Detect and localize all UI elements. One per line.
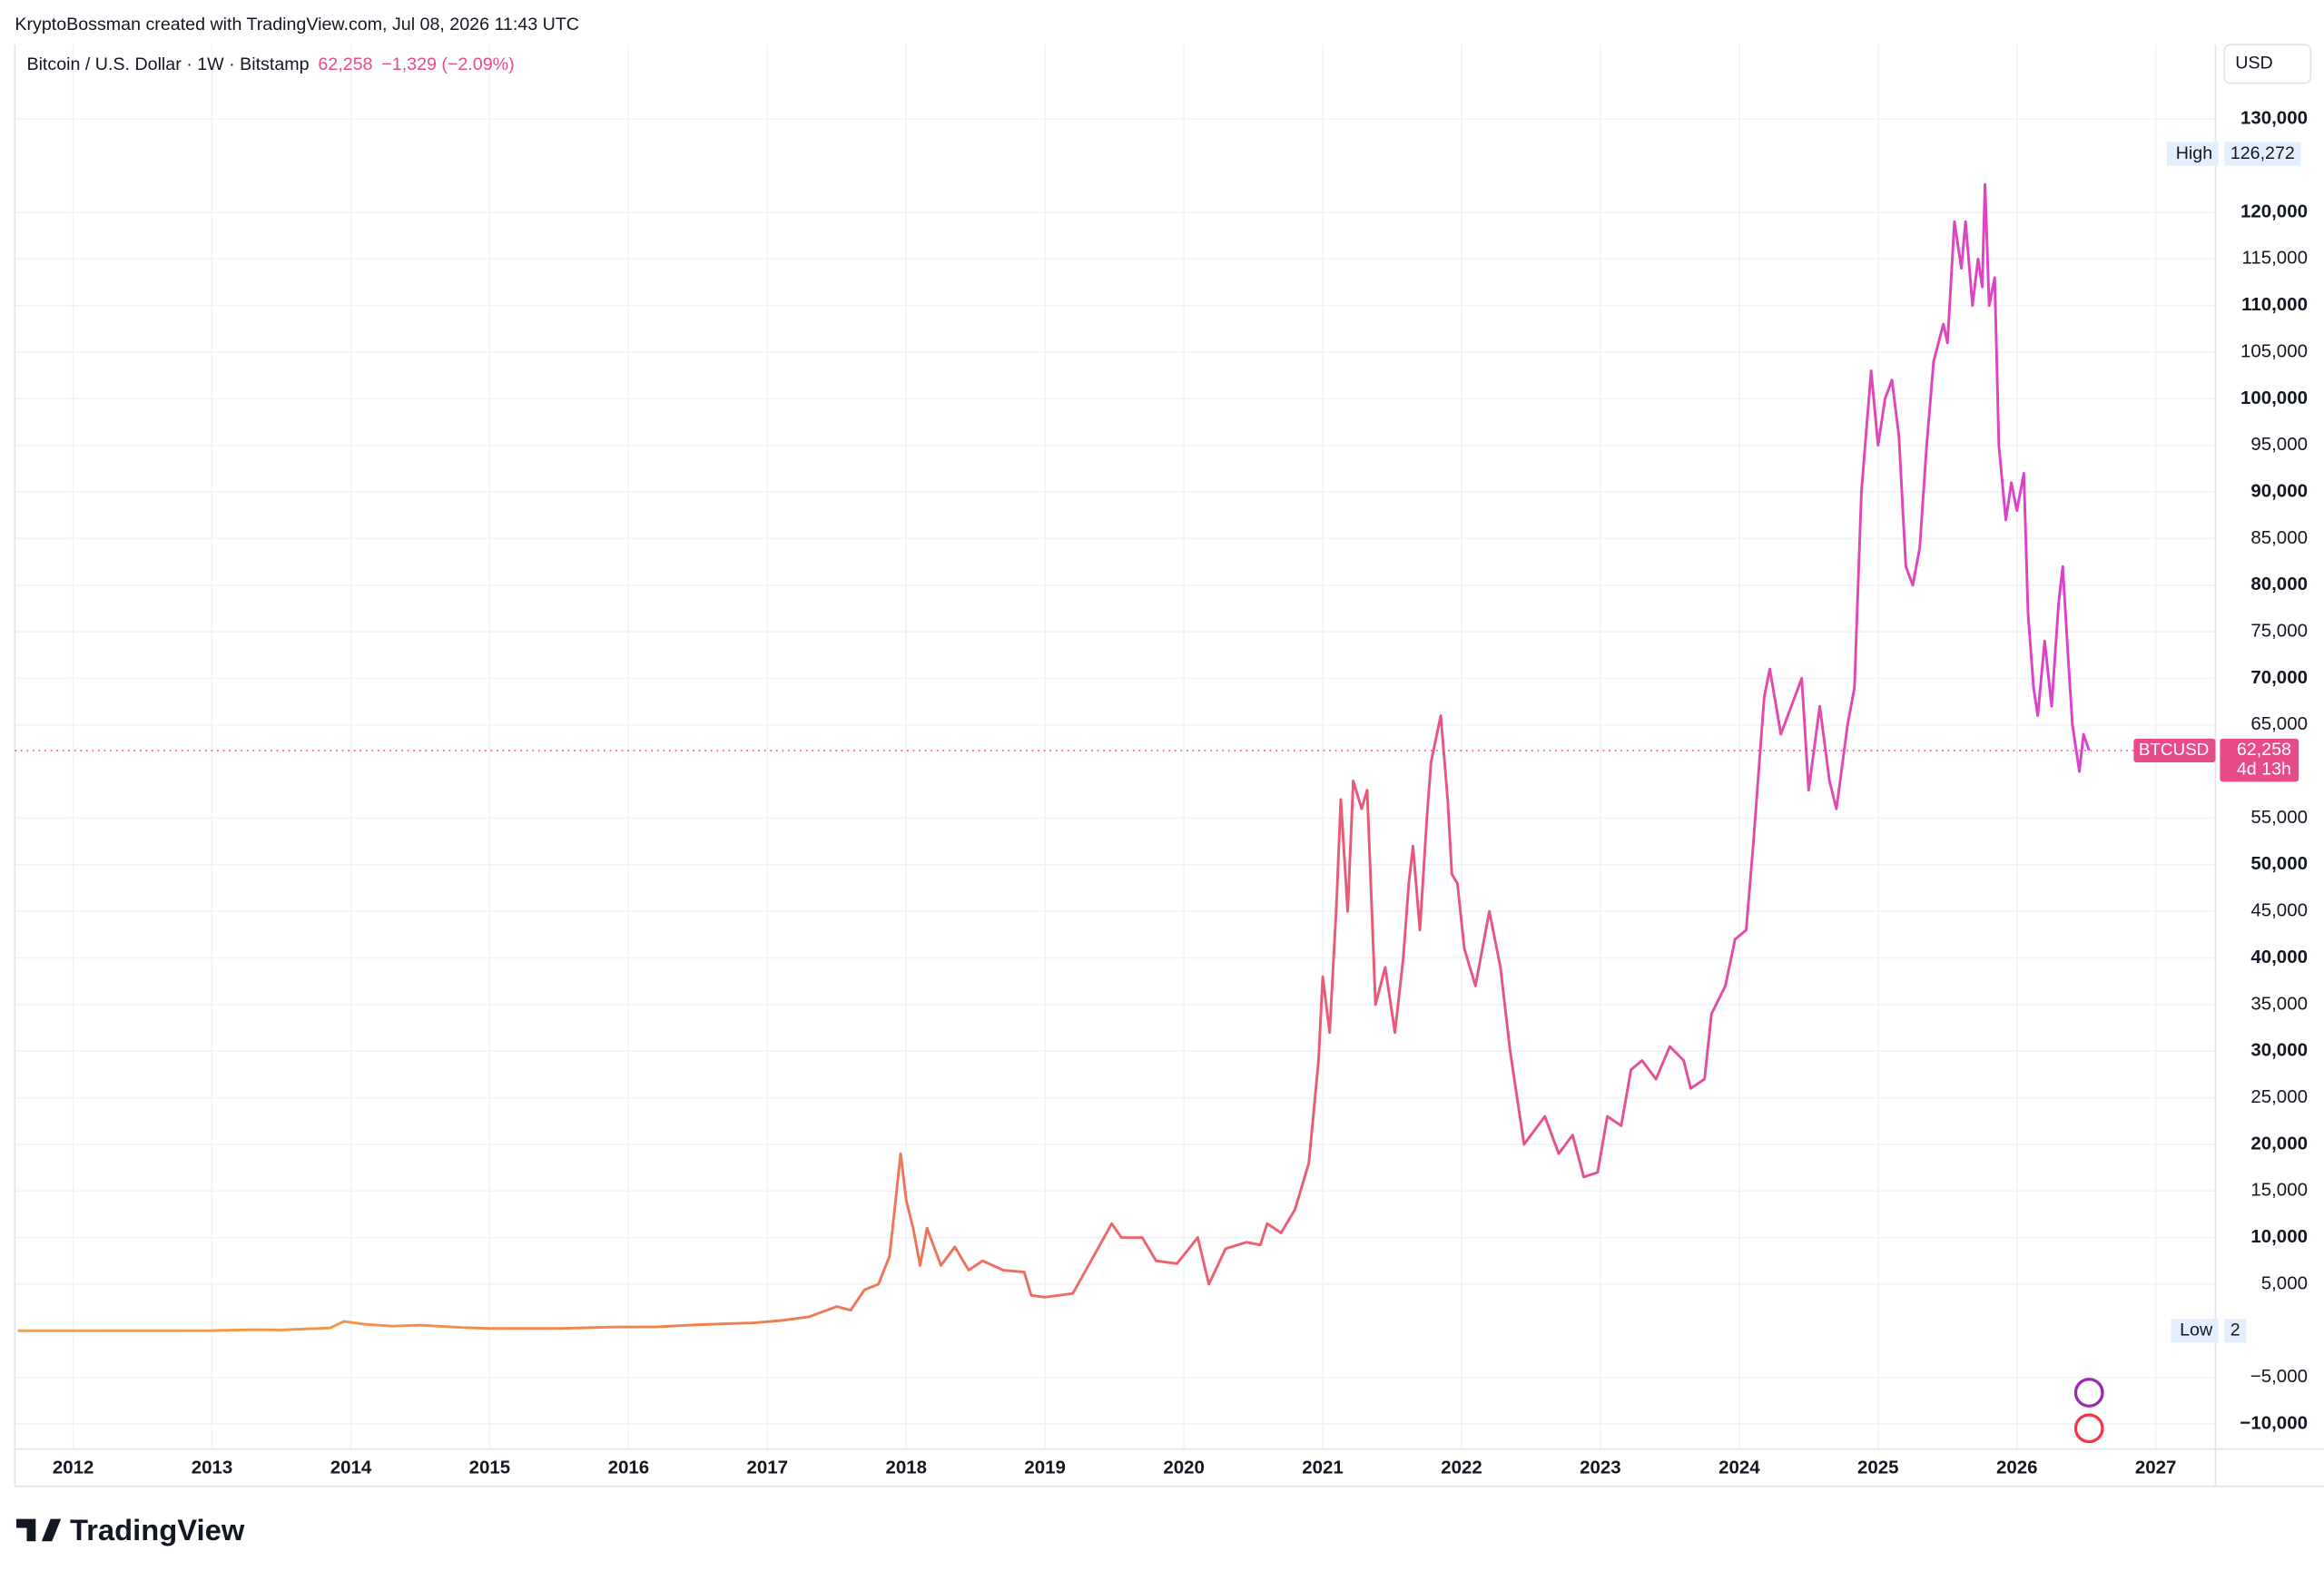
x-tick-label: 2015	[469, 1457, 511, 1478]
y-tick-label: 40,000	[2250, 947, 2308, 967]
x-tick-label: 2012	[53, 1457, 94, 1478]
x-tick-label: 2026	[1996, 1457, 2038, 1478]
low-value-badge	[2224, 1319, 2247, 1343]
y-tick-label: 45,000	[2250, 900, 2308, 921]
y-tick-label: −10,000	[2240, 1412, 2308, 1433]
high-name: High	[2176, 143, 2212, 163]
plot	[15, 182, 2216, 1332]
y-tick-label: 70,000	[2250, 667, 2308, 688]
symbol: Bitcoin / U.S. Dollar · 1W · Bitstamp	[26, 54, 309, 74]
y-tick-label: 95,000	[2250, 434, 2308, 455]
price-line	[17, 182, 2091, 1332]
currency[interactable]: USD	[2235, 54, 2272, 74]
x-tick-label: 2023	[1580, 1457, 1621, 1478]
attribution: KryptoBossman created with TradingView.c…	[15, 15, 579, 34]
y-tick-label: 105,000	[2240, 340, 2308, 361]
y-tick-label: 90,000	[2250, 480, 2308, 501]
x-tick-label: 2016	[608, 1457, 650, 1478]
symbol-badge-text: BTCUSD	[2139, 740, 2209, 759]
grid	[15, 44, 2216, 1449]
y-tick-label: 65,000	[2250, 713, 2308, 734]
x-tick-label: 2020	[1163, 1457, 1205, 1478]
y-tick-label: 130,000	[2240, 108, 2308, 129]
y-tick-label: 110,000	[2241, 294, 2308, 315]
y-tick-label: 15,000	[2250, 1180, 2308, 1201]
symbol-badge	[2133, 738, 2216, 763]
x-tick-label: 2014	[330, 1457, 372, 1478]
currency-button[interactable]	[2223, 44, 2312, 84]
x-tick-label: 2025	[1857, 1457, 1899, 1478]
y-tick-label: 115,000	[2241, 248, 2307, 269]
y-tick-label: 10,000	[2250, 1226, 2308, 1247]
low-value: 2	[2230, 1320, 2240, 1340]
high-name-badge	[2166, 142, 2219, 166]
y-tick-label: 20,000	[2250, 1133, 2308, 1154]
y-tick-label: 85,000	[2250, 527, 2308, 548]
last-price-label: 62,258	[2237, 740, 2291, 760]
x-tick-label: 2013	[192, 1457, 233, 1478]
y-tick-label: −5,000	[2250, 1366, 2308, 1387]
events-icon-circle[interactable]	[2073, 1413, 2104, 1444]
y-tick-label: 120,000	[2240, 201, 2308, 221]
x-tick-label: 2017	[747, 1457, 789, 1478]
y-tick-label: 25,000	[2250, 1086, 2308, 1107]
logo: TradingView	[16, 1513, 245, 1546]
x-tick-label: 2022	[1441, 1457, 1482, 1478]
x-tick-label: 2021	[1302, 1457, 1344, 1478]
low-name: Low	[2180, 1320, 2213, 1340]
alert-icon-circle[interactable]	[2073, 1378, 2104, 1408]
y-tick-label: 75,000	[2250, 621, 2308, 642]
y-tick-label: 55,000	[2250, 807, 2308, 828]
last-price-badge	[2220, 738, 2299, 782]
y-tick-label: 35,000	[2250, 993, 2308, 1014]
x-tick-label: 2018	[885, 1457, 927, 1478]
y-tick-label: 50,000	[2250, 853, 2308, 874]
countdown: 4d 13h	[2237, 759, 2291, 779]
y-tick-label: 5,000	[2261, 1272, 2308, 1293]
header-change: −1,329 (−2.09%)	[381, 54, 514, 74]
x-tick-label: 2027	[2135, 1457, 2177, 1478]
x-tick-label: 2019	[1024, 1457, 1066, 1478]
header-price: 62,258	[318, 54, 372, 74]
x-tick-label: 2024	[1718, 1457, 1760, 1478]
alert-icon[interactable]	[2073, 1378, 2104, 1444]
high-value-badge	[2224, 142, 2301, 166]
logo-mark	[16, 1518, 62, 1542]
low-name-badge	[2171, 1319, 2219, 1343]
high-value: 126,272	[2230, 143, 2295, 163]
y-tick-label: 80,000	[2250, 574, 2308, 594]
logo-text: TradingView	[70, 1513, 245, 1546]
y-tick-label: 30,000	[2250, 1040, 2308, 1061]
y-tick-label: 100,000	[2240, 388, 2308, 408]
